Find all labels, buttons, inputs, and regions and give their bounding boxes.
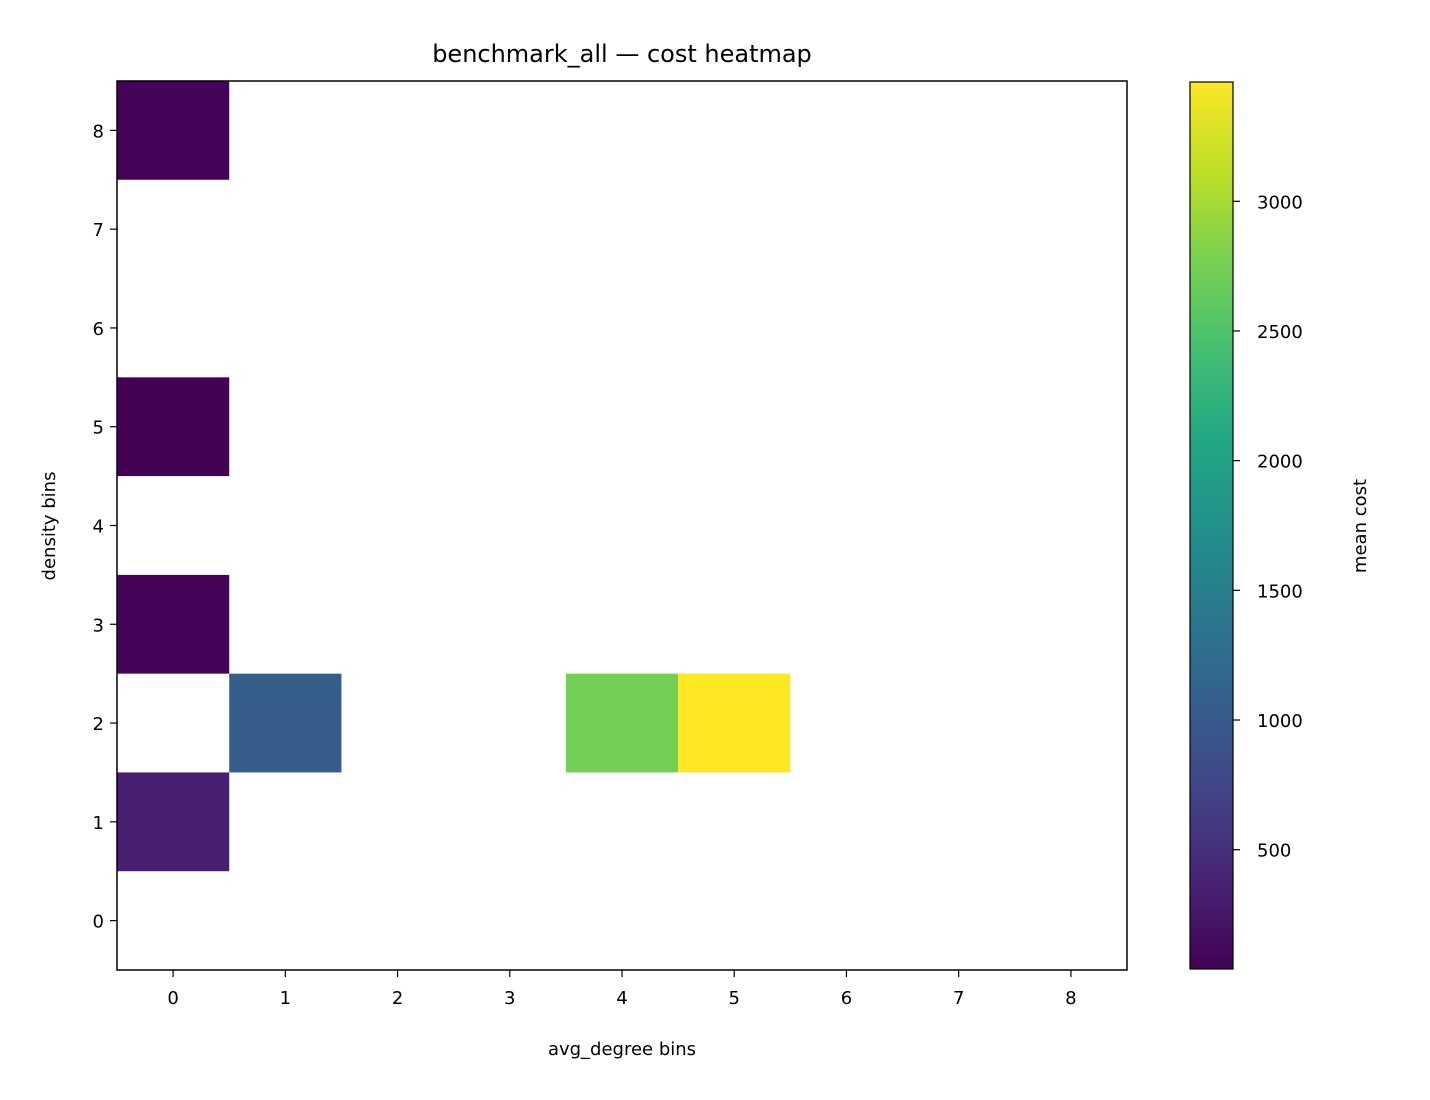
x-tick-label: 0 [167, 988, 178, 1009]
x-tick-label: 1 [280, 988, 291, 1009]
heatmap-cells [117, 81, 791, 872]
heatmap-cell [117, 377, 230, 477]
y-tick-label: 3 [93, 615, 104, 636]
colorbar-tick-label: 1000 [1257, 711, 1303, 732]
y-tick-label: 5 [93, 418, 104, 439]
plot-frame [116, 80, 1128, 971]
heatmap-cell [117, 81, 230, 180]
colorbar-label: mean cost [1350, 479, 1371, 573]
x-tick-label: 4 [616, 988, 627, 1009]
colorbar-tick-label: 500 [1257, 841, 1291, 862]
x-tick-label: 5 [728, 988, 739, 1009]
y-tick-label: 1 [93, 813, 104, 834]
x-tick-label: 6 [841, 988, 852, 1009]
y-tick-label: 6 [93, 319, 104, 340]
colorbar-tick-label: 3000 [1257, 192, 1303, 213]
y-tick-label: 7 [93, 220, 104, 241]
heatmap-cell [565, 673, 679, 773]
x-axis-ticks: 0 1 2 3 4 5 6 7 8 [167, 970, 1077, 1009]
colorbar-tick-label: 2500 [1257, 322, 1303, 343]
y-axis-label: density bins [39, 472, 60, 581]
colorbar-ticks: 500 1000 1500 2000 2500 3000 [1233, 192, 1303, 862]
y-tick-label: 2 [93, 714, 104, 735]
colorbar [1189, 81, 1234, 970]
colorbar-tick-label: 2000 [1257, 452, 1303, 473]
colorbar-tick-label: 1500 [1257, 581, 1303, 602]
heatmap-cell [678, 673, 791, 773]
x-tick-label: 8 [1065, 988, 1076, 1009]
x-tick-label: 7 [953, 988, 964, 1009]
y-tick-label: 8 [93, 121, 104, 142]
y-tick-label: 4 [93, 517, 104, 538]
x-tick-label: 3 [504, 988, 515, 1009]
heatmap-cell [117, 574, 230, 674]
heatmap-cell [229, 673, 342, 773]
y-tick-label: 0 [93, 912, 104, 933]
heatmap-cell [117, 772, 230, 872]
x-axis-label: avg_degree bins [548, 1039, 696, 1060]
chart-title: benchmark_all — cost heatmap [432, 40, 812, 68]
x-tick-label: 2 [392, 988, 403, 1009]
y-axis-ticks: 0 1 2 3 4 5 6 7 8 [93, 121, 117, 933]
